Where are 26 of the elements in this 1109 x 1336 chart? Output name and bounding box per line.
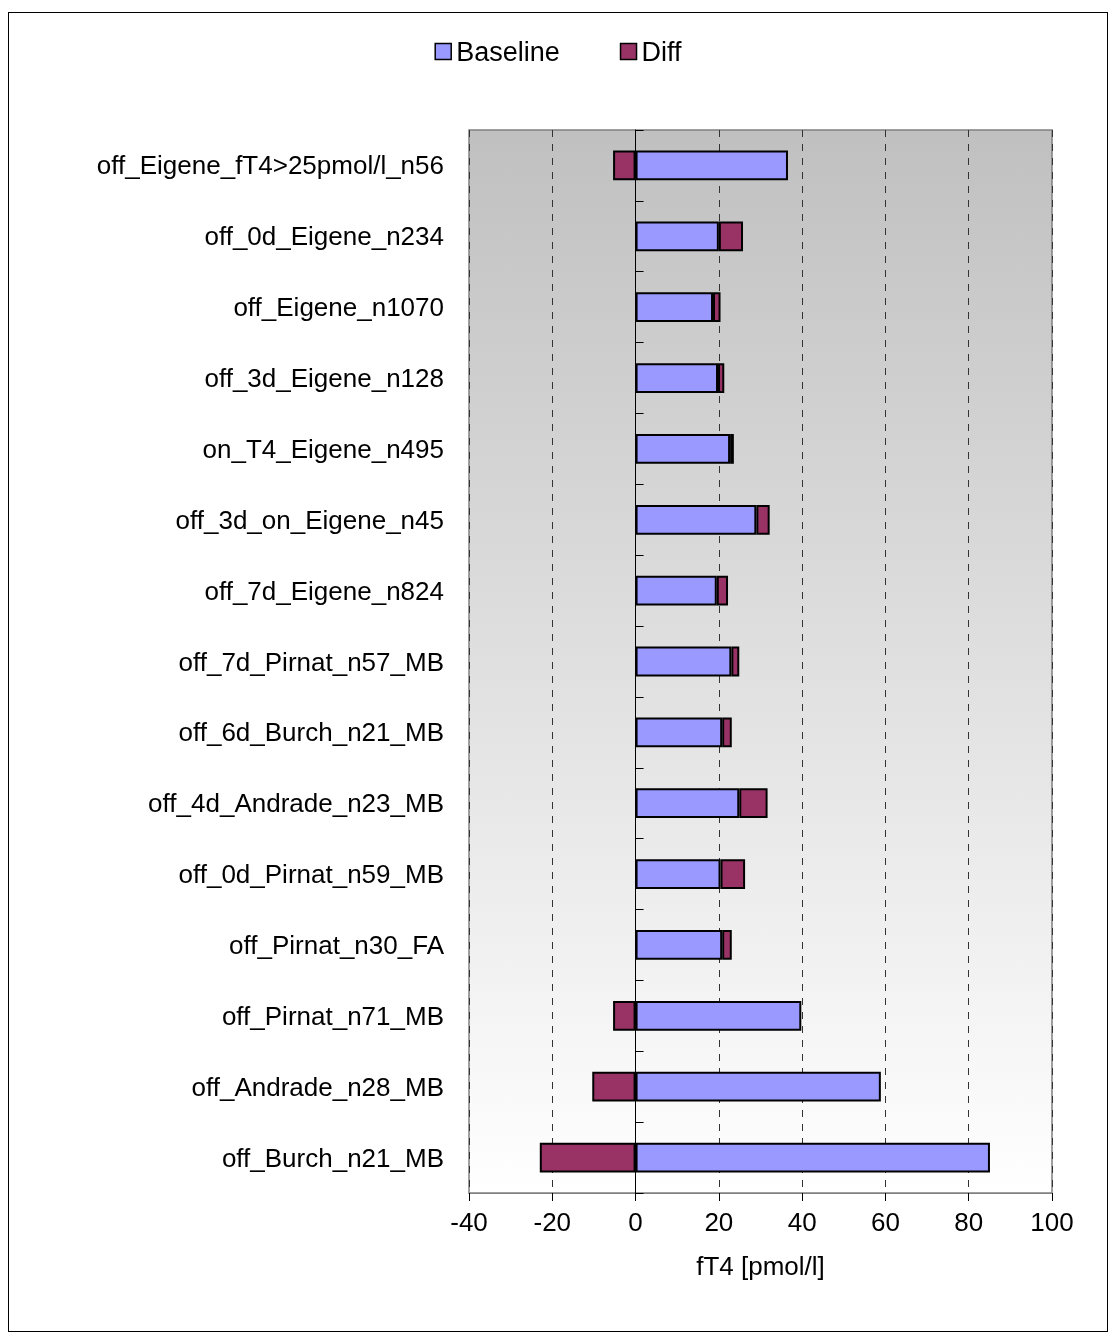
x-tick-label: 40 — [787, 1207, 817, 1237]
y-tick-label: off_7d_Pirnat_n57_MB — [178, 646, 444, 677]
y-tick-label: off_0d_Eigene_n234 — [204, 221, 444, 252]
y-tick-label: off_7d_Eigene_n824 — [204, 575, 444, 606]
x-tick-label: 80 — [954, 1207, 984, 1237]
x-tick-label: 20 — [704, 1207, 734, 1237]
y-tick-label: off_6d_Burch_n21_MB — [178, 717, 444, 748]
x-tick-label: -20 — [533, 1207, 572, 1237]
legend-label: Diff — [641, 36, 683, 67]
y-tick-label: off_Eigene_fT4>25pmol/l_n56 — [96, 150, 444, 181]
y-tick-label: off_Eigene_n1070 — [233, 292, 444, 323]
y-tick-label: off_Pirnat_n30_FA — [229, 929, 445, 960]
legend-label: Baseline — [456, 36, 560, 67]
y-tick-label: off_Burch_n21_MB — [221, 1142, 444, 1173]
x-tick-label: 0 — [628, 1207, 643, 1237]
y-tick-label: off_Pirnat_n71_MB — [221, 1000, 444, 1031]
y-tick-label: off_Andrade_n28_MB — [191, 1071, 444, 1102]
x-tick-label: 100 — [1030, 1207, 1074, 1237]
y-tick-label: off_4d_Andrade_n23_MB — [148, 788, 444, 819]
y-tick-label: on_T4_Eigene_n495 — [202, 433, 444, 464]
x-tick-label: -40 — [450, 1207, 488, 1237]
x-axis-title: fT4 [pmol/l] — [696, 1251, 825, 1281]
x-tick-label: 60 — [870, 1207, 900, 1237]
y-tick-label: off_3d_on_Eigene_n45 — [175, 504, 444, 535]
y-tick-label: off_3d_Eigene_n128 — [204, 363, 444, 394]
y-tick-label: off_0d_Pirnat_n59_MB — [178, 859, 444, 890]
